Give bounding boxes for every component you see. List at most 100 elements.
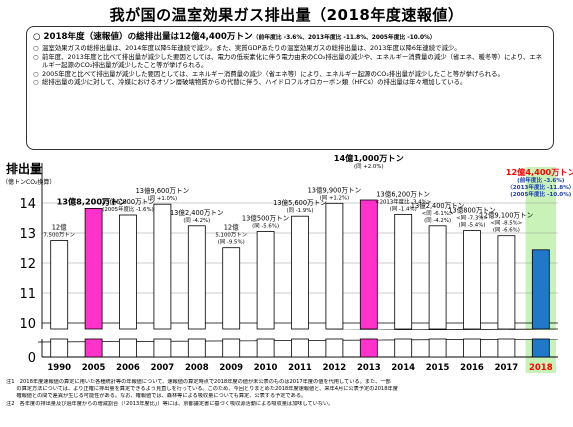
- bar-base: [394, 338, 413, 358]
- data-label: (同 -1.9%): [287, 207, 314, 214]
- bar: [50, 240, 69, 330]
- bar: [84, 208, 103, 330]
- x-tick-label: 2014: [391, 363, 415, 373]
- y-tick-label: 11: [19, 287, 36, 302]
- bar-base: [119, 338, 137, 358]
- y-tick-label: 12: [19, 257, 36, 272]
- bar-base: [222, 338, 241, 358]
- data-label: 13億6,000万トン: [101, 197, 155, 206]
- x-tick-label: 2012: [323, 363, 347, 373]
- bar: [153, 203, 172, 330]
- bar: [359, 199, 378, 330]
- data-label: 12億9,100万トン: [480, 211, 534, 220]
- y-tick-label: 14: [19, 197, 36, 212]
- bar: [187, 225, 206, 330]
- bar: [256, 231, 275, 330]
- data-label: 12億: [224, 223, 239, 232]
- bar-base: [50, 338, 69, 358]
- y-tick-label: 10: [19, 317, 36, 332]
- data-label: <同 -6.1%>: [422, 210, 454, 217]
- bar: [291, 215, 309, 330]
- summary-bullet: 総排出量の減少に対して、冷媒におけるオゾン層破壊物質からの代替に伴う、ハイドロフ…: [33, 78, 547, 87]
- summary-bullet: 温室効果ガスの総排出量は、2014年度以降5年連続で減少。また、実質GDPあたり…: [33, 44, 547, 53]
- x-tick-label: 2015: [426, 363, 450, 373]
- y-tick-label: 13: [19, 227, 36, 242]
- bar: [428, 225, 447, 330]
- data-label: (前年度比 -3.6%): [517, 176, 565, 184]
- data-label: <同 -8.5%>: [491, 220, 523, 227]
- bar-base: [497, 338, 516, 358]
- data-label: (同 +2.0%): [354, 163, 384, 170]
- bar: [325, 202, 344, 330]
- footnote-line: 注1 2018年度速報値の算定に用いた各種統計等の年報値について、速報値の算定時…: [6, 379, 391, 385]
- x-tick-label: 2009: [219, 363, 243, 373]
- x-tick-label: 2016: [460, 363, 484, 373]
- data-label: (同 -5.6%): [252, 223, 279, 230]
- data-label: (同 -6.6%): [493, 227, 520, 234]
- y-tick-label: 0: [28, 351, 36, 366]
- x-tick-label: 2007: [151, 363, 175, 373]
- bar: [497, 235, 516, 330]
- x-tick-label: 2010: [254, 363, 278, 373]
- x-tick-label: 2018: [529, 363, 553, 373]
- data-label: (2005年度比 -10.0%): [510, 190, 572, 198]
- data-label: 5,100万トン: [215, 232, 247, 239]
- data-label: (同 -9.5%): [218, 239, 245, 246]
- data-label: (同 +1.2%): [320, 194, 350, 201]
- x-tick-label: 1990: [47, 363, 71, 373]
- summary-headline-note: （前年度比 -3.6%、2013年度比 -11.8%、2005年度比 -10.0…: [252, 35, 436, 41]
- data-label: 〈2013年度比 -11.8%〉: [507, 183, 573, 191]
- bar-base: [153, 338, 172, 358]
- data-label: 13億2,400万トン: [170, 208, 224, 217]
- x-tick-label: 2008: [185, 363, 209, 373]
- axis-break-gap: [38, 330, 558, 339]
- data-label: <2013年度比 -3.4%>: [375, 197, 431, 205]
- data-label: 13億8,200万トン: [57, 196, 127, 206]
- data-label: (2005年度比 -1.6%): [102, 205, 153, 213]
- data-label: (同 -5.4%): [459, 222, 486, 229]
- footnote-line: の算定方法については、より正確に排出量を算定できるよう見直しを行っている。このた…: [6, 386, 398, 393]
- data-label: 14億1,000万トン: [334, 153, 404, 163]
- bar: [463, 230, 481, 330]
- bar-base: [187, 338, 206, 358]
- data-label: 12億4,400万トン: [506, 167, 573, 177]
- page-title: 我が国の温室効果ガス排出量（2018年度速報値）: [109, 6, 464, 24]
- summary-headline: ○ 2018年度（速報値）の総排出量は12億4,400万トン（前年度比 -3.6…: [33, 32, 436, 42]
- data-label: 13億9,600万トン: [136, 186, 190, 195]
- bar-base: [84, 338, 103, 358]
- bar-base: [291, 338, 309, 358]
- data-label: <同 -7.3%>: [456, 215, 488, 222]
- x-tick-label: 2005: [82, 363, 106, 373]
- data-label: 7,500万トン: [43, 232, 75, 239]
- footnotes: 注1 2018年度速報値の算定に用いた各種統計等の年報値について、速報値の算定時…: [6, 379, 568, 408]
- data-label: (同 -4.2%): [424, 217, 451, 224]
- bar: [119, 214, 137, 330]
- bar: [222, 247, 241, 330]
- bar-base: [428, 338, 447, 358]
- summary-bullets: 温室効果ガスの総排出量は、2014年度以降5年連続で減少。また、実質GDPあたり…: [33, 44, 547, 87]
- data-label: (同 -1.4%): [390, 205, 417, 212]
- data-label: 13億2,400万トン: [411, 201, 465, 210]
- data-label: 13億5,600万トン: [273, 198, 327, 207]
- emissions-bar-chart: 排出量（億トンCO₂換算）01011121314199012億7,500万トン2…: [2, 153, 573, 373]
- data-label: 12億: [52, 223, 67, 232]
- data-label: (同 +1.0%): [148, 195, 178, 202]
- x-tick-label: 2006: [116, 363, 140, 373]
- data-label: 13億9,900万トン: [308, 185, 362, 194]
- y-axis-unit: （億トンCO₂換算）: [2, 178, 55, 186]
- bar-base: [531, 338, 550, 358]
- bar-base: [359, 338, 378, 358]
- data-label: 13億6,200万トン: [376, 189, 430, 198]
- data-label: 13億800万トン: [448, 206, 496, 215]
- bar: [394, 214, 413, 330]
- bar-base: [325, 338, 344, 358]
- data-label: (同 -4.2%): [183, 217, 210, 224]
- data-label: 13億500万トン: [242, 214, 290, 223]
- bar-base: [256, 338, 275, 358]
- x-tick-label: 2011: [288, 363, 312, 373]
- x-tick-label: 2013: [357, 363, 381, 373]
- summary-headline-text: 2018年度（速報値）の総排出量は12億4,400万トン: [43, 32, 253, 42]
- summary-bullet: 前年度、2013年度と比べて排出量が減少した要因としては、電力の低炭素化に伴う電…: [33, 53, 547, 70]
- x-tick-label: 2017: [495, 363, 519, 373]
